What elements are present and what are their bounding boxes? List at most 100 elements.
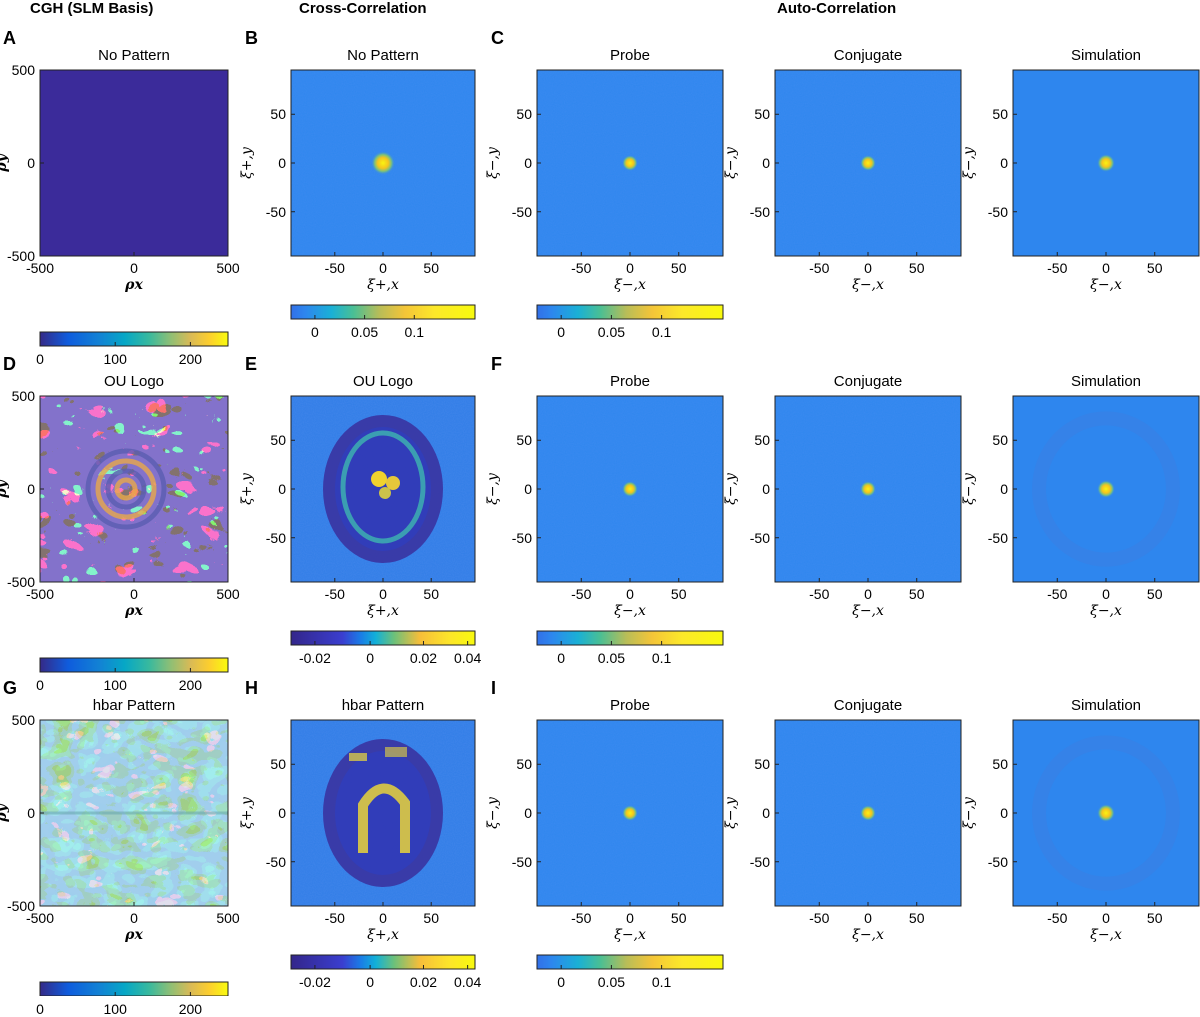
panel-title: Conjugate xyxy=(833,47,903,64)
x-tick-label: -50 xyxy=(571,260,592,276)
y-axis-label: ρy xyxy=(0,804,10,822)
colorbar-tick-label: 0 xyxy=(36,677,44,693)
x-tick-label: 0 xyxy=(130,260,138,276)
y-tick-label: 0 xyxy=(524,155,532,171)
header-cross: Cross-Correlation xyxy=(299,0,427,17)
colorbar-tick-label: 0 xyxy=(366,650,375,666)
x-tick-label: 50 xyxy=(908,586,925,602)
colorbar-tick-label: 0.05 xyxy=(597,650,626,666)
colorbar-tick-label: 0 xyxy=(36,1001,44,1017)
y-tick-label: -500 xyxy=(6,248,35,264)
x-axis-label: ξ−,x xyxy=(614,927,646,943)
panel-title: Probe xyxy=(609,697,651,714)
panel-label: D xyxy=(3,354,16,374)
cgh-colorbar xyxy=(39,331,229,347)
y-tick-label: 50 xyxy=(992,106,1008,123)
x-tick-label: -50 xyxy=(324,586,345,602)
x-tick-label: 50 xyxy=(908,260,925,276)
x-axis-label: ξ+,x xyxy=(367,603,399,619)
x-tick-label: -50 xyxy=(1047,260,1068,276)
x-axis-label: ρx xyxy=(125,927,143,943)
y-tick-label: -50 xyxy=(749,529,770,546)
cross-colorbar xyxy=(290,954,476,970)
x-tick-label: 0 xyxy=(379,586,387,602)
y-tick-label: 0 xyxy=(762,481,770,497)
header-cgh: CGH (SLM Basis) xyxy=(30,0,154,17)
y-axis-label: ξ−,y xyxy=(723,147,739,179)
colorbar-tick-label: 100 xyxy=(103,351,127,367)
y-tick-label: 0 xyxy=(27,481,35,497)
y-tick-label: 50 xyxy=(516,432,532,449)
x-axis-label: ρx xyxy=(125,277,143,293)
x-tick-label: 0 xyxy=(626,910,634,926)
x-tick-label: -50 xyxy=(809,910,830,926)
x-tick-label: 0 xyxy=(379,910,387,926)
y-tick-label: 500 xyxy=(11,388,35,404)
x-tick-label: -500 xyxy=(25,586,55,602)
y-tick-label: 0 xyxy=(1000,805,1008,821)
colorbar-tick-label: 0.04 xyxy=(454,650,482,666)
panel-title: hbar Pattern xyxy=(92,697,176,714)
colorbar-tick-label: 0.1 xyxy=(651,650,672,666)
y-axis-label: ξ−,y xyxy=(961,147,977,179)
x-tick-label: 0 xyxy=(626,260,634,276)
x-axis-label: ξ−,x xyxy=(1090,603,1122,619)
colorbar-tick-label: 0.02 xyxy=(409,650,438,666)
y-tick-label: -50 xyxy=(265,853,286,870)
x-tick-label: 0 xyxy=(1102,260,1110,276)
colorbar-tick-label: 0.05 xyxy=(350,324,379,340)
auto-colorbar xyxy=(536,304,724,320)
panel-title: Probe xyxy=(609,373,651,390)
x-tick-label: -50 xyxy=(324,260,345,276)
y-tick-label: 50 xyxy=(754,756,770,773)
y-tick-label: 50 xyxy=(992,756,1008,773)
y-tick-label: -50 xyxy=(749,853,770,870)
x-tick-label: 50 xyxy=(670,260,687,276)
x-axis-label: ξ−,x xyxy=(852,277,884,293)
y-tick-label: 0 xyxy=(762,805,770,821)
cgh-colorbar xyxy=(39,657,229,673)
figure-graphics xyxy=(39,69,1200,996)
x-axis-label: ξ−,x xyxy=(1090,277,1122,293)
y-axis-label: ξ+,y xyxy=(239,473,255,505)
y-axis-label: ξ+,y xyxy=(239,147,255,179)
panel-label: H xyxy=(245,678,258,698)
y-axis-label: ξ+,y xyxy=(239,797,255,829)
y-tick-label: 0 xyxy=(27,805,35,821)
x-tick-label: 50 xyxy=(423,586,439,602)
panel-title: No Pattern xyxy=(347,47,419,64)
y-axis-label: ξ−,y xyxy=(485,797,501,829)
x-tick-label: 50 xyxy=(1146,586,1163,602)
y-tick-label: -50 xyxy=(987,203,1008,220)
colorbar-tick-label: 100 xyxy=(103,1001,127,1017)
x-tick-label: 0 xyxy=(379,260,387,276)
x-tick-label: 50 xyxy=(423,260,439,276)
panel-title: Conjugate xyxy=(833,373,903,390)
x-tick-label: -500 xyxy=(25,260,55,276)
header-auto: Auto-Correlation xyxy=(777,0,897,17)
x-tick-label: 500 xyxy=(216,586,240,602)
x-tick-label: -50 xyxy=(1047,910,1068,926)
panel-title: OU Logo xyxy=(103,373,165,390)
x-tick-label: 0 xyxy=(130,910,138,926)
x-tick-label: 50 xyxy=(1146,260,1163,276)
y-tick-label: 0 xyxy=(524,481,532,497)
x-axis-label: ξ−,x xyxy=(614,603,646,619)
y-axis-label: ρy xyxy=(0,480,10,498)
colorbar-tick-label: 0 xyxy=(557,324,566,340)
y-tick-label: -50 xyxy=(749,203,770,220)
x-tick-label: -50 xyxy=(1047,586,1068,602)
colorbar-tick-label: 0.1 xyxy=(651,974,672,990)
panel-title: Simulation xyxy=(1070,47,1142,64)
y-tick-label: 0 xyxy=(278,805,286,821)
panel-title: hbar Pattern xyxy=(341,697,425,714)
y-tick-label: 0 xyxy=(27,155,35,171)
x-axis-label: ξ−,x xyxy=(852,603,884,619)
x-tick-label: 50 xyxy=(908,910,925,926)
y-tick-label: 500 xyxy=(11,62,35,78)
y-tick-label: -500 xyxy=(6,898,35,914)
x-tick-label: 50 xyxy=(670,586,687,602)
y-tick-label: 50 xyxy=(992,432,1008,449)
x-tick-label: 500 xyxy=(216,910,240,926)
x-tick-label: 0 xyxy=(864,260,872,276)
